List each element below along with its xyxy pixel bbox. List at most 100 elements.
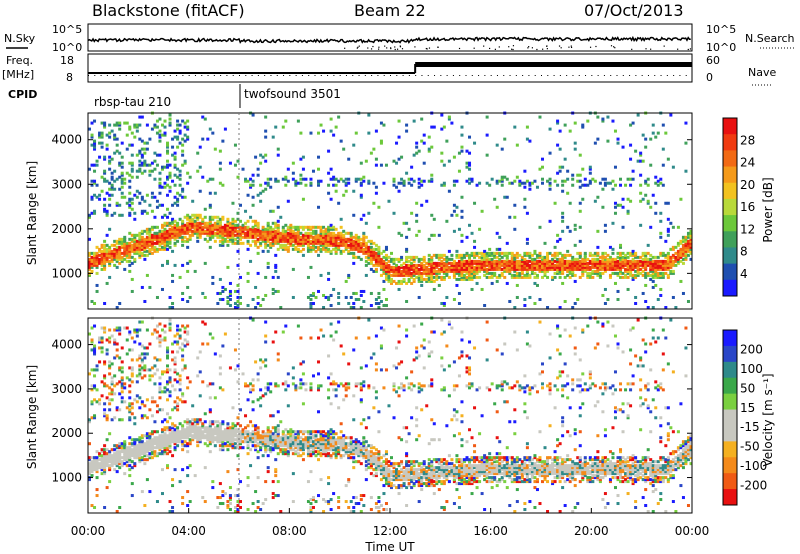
power-cell bbox=[166, 145, 170, 149]
power-cell bbox=[586, 271, 590, 275]
power-cell bbox=[395, 273, 399, 277]
velocity-cell bbox=[246, 424, 250, 428]
power-cell bbox=[452, 183, 456, 187]
power-cell bbox=[651, 275, 655, 279]
velocity-cell bbox=[130, 336, 134, 340]
velocity-cell bbox=[254, 360, 258, 364]
power-cell bbox=[495, 143, 499, 147]
power-cell bbox=[256, 237, 260, 241]
velocity-cell bbox=[103, 376, 107, 380]
power-cell bbox=[397, 157, 401, 161]
power-cell bbox=[319, 123, 323, 127]
power-cell bbox=[337, 243, 341, 247]
power-cell bbox=[377, 255, 381, 259]
velocity-cell bbox=[249, 464, 253, 468]
velocity-cell bbox=[128, 458, 132, 462]
power-cell bbox=[259, 183, 263, 187]
velocity-cell bbox=[120, 464, 124, 468]
power-cell bbox=[664, 255, 668, 259]
power-cell bbox=[490, 259, 494, 263]
power-cell bbox=[462, 259, 466, 263]
velocity-cell bbox=[145, 444, 149, 448]
power-cell bbox=[480, 259, 484, 263]
power-cell bbox=[573, 279, 577, 283]
power-cell bbox=[166, 259, 170, 263]
velocity-cell bbox=[218, 440, 222, 444]
nave-dot bbox=[522, 75, 524, 76]
velocity-cell bbox=[125, 450, 129, 454]
velocity-cell bbox=[269, 442, 273, 446]
power-cell bbox=[669, 247, 673, 251]
power-cell bbox=[138, 159, 142, 163]
power-cell bbox=[130, 237, 134, 241]
power-cell bbox=[538, 225, 542, 229]
velocity-cell bbox=[188, 420, 192, 424]
power-cell bbox=[659, 275, 663, 279]
velocity-cell bbox=[191, 418, 195, 422]
velocity-cell bbox=[108, 468, 112, 472]
power-cell bbox=[231, 231, 235, 235]
power-cell bbox=[266, 231, 270, 235]
velocity-cell bbox=[103, 330, 107, 334]
power-cell bbox=[362, 179, 366, 183]
power-cell bbox=[115, 306, 119, 309]
power-cell bbox=[551, 257, 555, 261]
power-cell bbox=[218, 239, 222, 243]
velocity-cell bbox=[256, 442, 260, 446]
velocity-cell bbox=[143, 504, 147, 508]
power-cell bbox=[666, 255, 670, 259]
velocity-cell bbox=[103, 506, 107, 510]
power-cell bbox=[646, 271, 650, 275]
power-cell bbox=[390, 277, 393, 281]
power-cell bbox=[236, 235, 240, 239]
velocity-cell bbox=[155, 404, 159, 408]
power-cell bbox=[259, 199, 263, 203]
power-cell bbox=[636, 271, 640, 275]
velocity-cell bbox=[118, 442, 122, 446]
power-cell bbox=[352, 213, 356, 217]
power-cell bbox=[553, 267, 557, 271]
power-cell bbox=[226, 229, 230, 233]
velocity-cell bbox=[188, 434, 192, 438]
power-cell bbox=[108, 253, 112, 257]
nave-label: Nave bbox=[748, 66, 776, 79]
velocity-cell bbox=[120, 442, 124, 446]
power-cell bbox=[357, 241, 361, 245]
power-cell bbox=[183, 223, 187, 227]
power-cell bbox=[646, 259, 650, 263]
velocity-cell bbox=[135, 452, 139, 456]
power-cell bbox=[344, 181, 348, 185]
power-cell bbox=[166, 175, 170, 179]
velocity-cell bbox=[145, 434, 149, 438]
power-cell bbox=[470, 251, 474, 255]
power-cell bbox=[475, 265, 479, 269]
power-cell bbox=[301, 177, 305, 181]
velocity-cell bbox=[181, 434, 185, 438]
power-cell bbox=[681, 249, 685, 253]
nave-dot bbox=[327, 75, 329, 76]
velocity-cell bbox=[138, 448, 142, 452]
power-cell bbox=[158, 247, 162, 251]
power-cell bbox=[556, 239, 560, 243]
velocity-cell bbox=[191, 424, 195, 428]
power-cell bbox=[208, 227, 212, 231]
power-cell bbox=[626, 197, 630, 201]
velocity-cell bbox=[115, 470, 119, 474]
velocity-cell bbox=[128, 404, 132, 408]
power-cell bbox=[145, 211, 149, 215]
velocity-cell bbox=[143, 442, 147, 446]
power-cell bbox=[115, 177, 119, 181]
power-cell bbox=[236, 225, 240, 229]
velocity-cell bbox=[138, 342, 142, 346]
power-cell bbox=[339, 239, 343, 243]
velocity-cell bbox=[118, 446, 122, 450]
power-cell bbox=[339, 233, 343, 237]
power-cell bbox=[455, 213, 459, 217]
power-cell bbox=[163, 181, 167, 185]
power-cell bbox=[646, 251, 650, 255]
power-cell bbox=[525, 125, 529, 129]
power-cell bbox=[239, 237, 242, 241]
power-cell bbox=[337, 201, 341, 205]
velocity-cell bbox=[150, 448, 154, 452]
power-cell bbox=[266, 227, 270, 231]
